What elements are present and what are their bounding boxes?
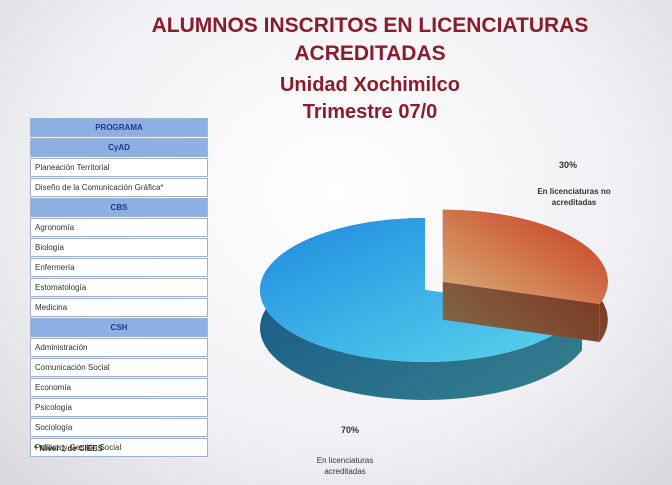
category-label: En licenciaturas acreditadas xyxy=(295,455,395,477)
table-row: Enfermería xyxy=(30,258,208,277)
table-row: Economía xyxy=(30,378,208,397)
table-row: Sociología xyxy=(30,418,208,437)
table-row: Biología xyxy=(30,238,208,257)
value-label: 70% xyxy=(330,425,370,435)
group-header: CyAD xyxy=(30,138,208,157)
group-header: CSH xyxy=(30,318,208,337)
table-row: Agronomía xyxy=(30,218,208,237)
table-row: Planeación Territorial xyxy=(30,158,208,177)
group-header: CBS xyxy=(30,198,208,217)
program: Sociología xyxy=(30,418,208,437)
program: Enfermería xyxy=(30,258,208,277)
program: Economía xyxy=(30,378,208,397)
program: Administración xyxy=(30,338,208,357)
program: Psicología xyxy=(30,398,208,417)
program: Medicina xyxy=(30,298,208,317)
program: Estomatología xyxy=(30,278,208,297)
table-row: CBS xyxy=(30,198,208,217)
subtitle: Unidad Xochimilco xyxy=(110,72,630,99)
table-header: PROGRAMA xyxy=(30,118,208,137)
table-row: Administración xyxy=(30,338,208,357)
program: Comunicación Social xyxy=(30,358,208,377)
table-row: Medicina xyxy=(30,298,208,317)
table-row: CSH xyxy=(30,318,208,337)
value-label: 30% xyxy=(548,160,588,170)
program: Biología xyxy=(30,238,208,257)
chart-title: ALUMNOS INSCRITOS EN LICENCIATURAS ACRED… xyxy=(110,12,630,68)
program: Diseño de la Comunicación Gráfica* xyxy=(30,178,208,197)
program: Agronomía xyxy=(30,218,208,237)
table-row: Diseño de la Comunicación Gráfica* xyxy=(30,178,208,197)
slide: ALUMNOS INSCRITOS EN LICENCIATURAS ACRED… xyxy=(0,0,672,485)
table-row: Psicología xyxy=(30,398,208,417)
program: Planeación Territorial xyxy=(30,158,208,177)
table-row: CyAD xyxy=(30,138,208,157)
table-row: Comunicación Social xyxy=(30,358,208,377)
footnote: * Nivel 1 de CIEES xyxy=(34,444,103,453)
table-row: PROGRAMA xyxy=(30,118,208,137)
category-label: En licenciaturas no acreditadas xyxy=(528,186,620,208)
table-row: Estomatología xyxy=(30,278,208,297)
